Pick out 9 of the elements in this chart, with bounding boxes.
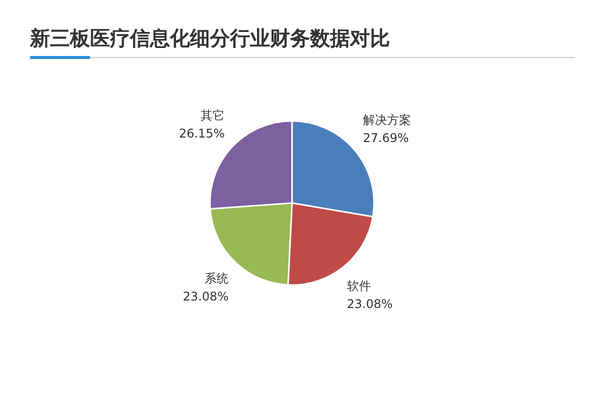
data-label: 26.15% [178,126,225,141]
slice-label: 解决方案 [362,112,411,127]
data-label: 27.69% [362,130,409,145]
slice-label: 其它 [200,108,225,123]
chart-title: 新三板医疗信息化细分行业财务数据对比 [29,26,390,50]
slice-label: 软件 [346,278,371,293]
data-label: 23.08% [346,296,393,311]
data-label: 23.08% [182,289,229,304]
slice-label: 系统 [204,271,229,286]
